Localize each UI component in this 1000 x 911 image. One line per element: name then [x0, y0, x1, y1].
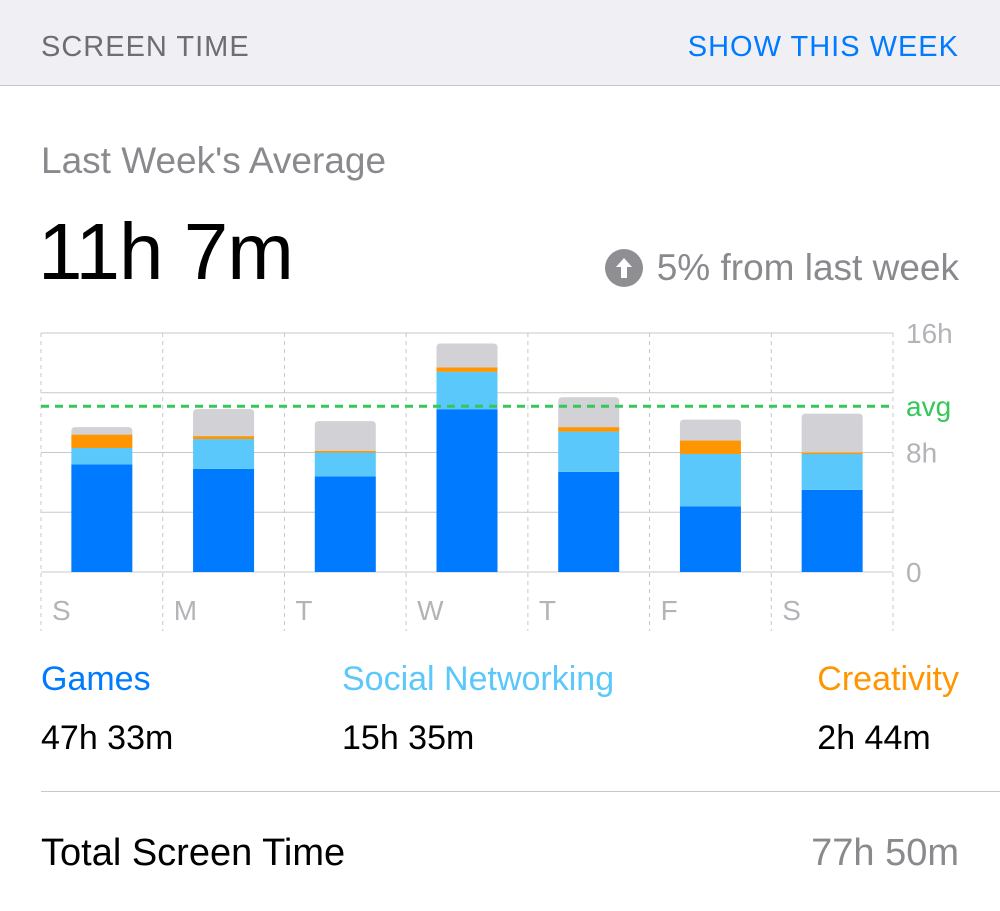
day-label: F: [661, 595, 678, 626]
day-label: M: [174, 595, 197, 626]
change-indicator: 5% from last week: [604, 244, 959, 292]
bar-segment-creativity: [558, 427, 620, 432]
bar-segment-social: [71, 448, 133, 465]
category-games[interactable]: Games 47h 33m: [41, 660, 173, 758]
average-label: Last Week's Average: [41, 140, 387, 181]
bar-segment-creativity: [679, 440, 741, 454]
section-header: SCREEN TIME SHOW THIS WEEK: [0, 0, 1000, 86]
bar-segment-games: [71, 464, 133, 572]
day-label: W: [417, 595, 444, 626]
bar-segment-social: [193, 439, 255, 469]
bar-segment-games: [314, 476, 376, 572]
category-games-value: 47h 33m: [41, 719, 174, 757]
category-creativity-value: 2h 44m: [817, 719, 931, 757]
category-social[interactable]: Social Networking 15h 35m: [342, 660, 614, 758]
bar-segment-social: [314, 452, 376, 477]
category-games-name: Games: [41, 660, 151, 698]
bar-segment-social: [679, 453, 741, 507]
bar-segment-creativity: [71, 434, 133, 449]
bar-segment-other: [679, 419, 741, 441]
bar-segment-creativity: [801, 452, 863, 454]
bar-segment-other: [801, 413, 863, 453]
category-social-value: 15h 35m: [342, 719, 475, 757]
bar-segment-games: [679, 506, 741, 572]
arrow-up-circle-icon: [604, 249, 643, 287]
day-label: T: [539, 595, 556, 626]
average-value: 11h 7m: [38, 207, 294, 296]
show-this-week-link[interactable]: SHOW THIS WEEK: [687, 31, 959, 63]
divider: [41, 791, 1000, 792]
change-text: 5% from last week: [656, 247, 959, 288]
bar-segment-creativity: [314, 451, 376, 453]
total-label: Total Screen Time: [41, 832, 346, 874]
total-value: 77h 50m: [811, 832, 959, 874]
category-creativity[interactable]: Creativity 2h 44m: [817, 660, 959, 758]
bar-segment-games: [436, 409, 498, 572]
bar-segment-games: [193, 468, 255, 572]
bar-segment-other: [314, 421, 376, 452]
bar-segment-games: [801, 489, 863, 572]
bar-segment-other: [71, 427, 133, 435]
bar-segment-other: [193, 409, 255, 437]
day-label: S: [782, 595, 801, 626]
bar-segment-social: [436, 371, 498, 410]
category-creativity-name: Creativity: [817, 660, 959, 698]
average-line-label: avg: [906, 391, 951, 422]
bar-segment-creativity: [436, 367, 498, 372]
section-title: SCREEN TIME: [41, 31, 250, 63]
category-social-name: Social Networking: [342, 660, 615, 698]
y-tick-label: 0: [906, 557, 922, 588]
day-label: S: [52, 595, 71, 626]
y-tick-label: 16h: [906, 318, 953, 349]
bar-segment-games: [558, 471, 620, 572]
bar-segment-social: [558, 431, 620, 472]
bar-segment-other: [436, 343, 498, 368]
bar-segment-social: [801, 453, 863, 490]
y-tick-label: 8h: [906, 438, 937, 469]
bar-segment-other: [558, 397, 620, 428]
day-label: T: [295, 595, 312, 626]
bar-segment-creativity: [193, 436, 255, 440]
